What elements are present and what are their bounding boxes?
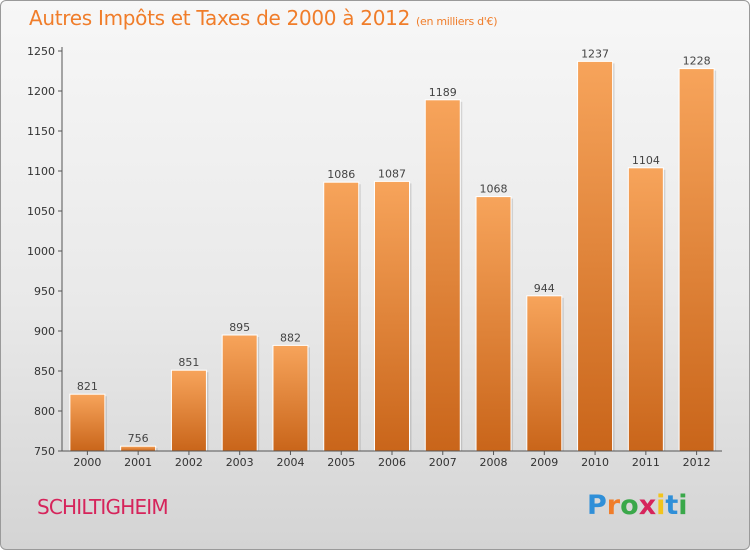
bar-2002	[170, 369, 207, 452]
data-label-2003: 895	[229, 321, 250, 334]
data-label-2001: 756	[128, 432, 149, 445]
y-tick-label-950: 950	[34, 285, 55, 298]
data-label-2007: 1189	[429, 86, 457, 99]
y-tick-label-900: 900	[34, 325, 55, 338]
y-tick-label-1150: 1150	[27, 125, 55, 138]
y-tick-label-1200: 1200	[27, 85, 55, 98]
y-tick-label-1100: 1100	[27, 165, 55, 178]
city-name: SCHILTIGHEIM	[37, 495, 169, 519]
bar-2005	[323, 181, 360, 452]
y-tick-label-1050: 1050	[27, 205, 55, 218]
x-tick-label-2003: 2003	[226, 456, 254, 469]
y-tick-label-800: 800	[34, 405, 55, 418]
bar-2011	[627, 167, 664, 452]
bar-2000	[69, 393, 106, 452]
data-label-2011: 1104	[632, 154, 660, 167]
x-tick-label-2010: 2010	[581, 456, 609, 469]
bar-2008	[475, 196, 512, 452]
bar-2001	[120, 445, 157, 452]
data-label-2004: 882	[280, 331, 301, 344]
bar-2009	[526, 295, 563, 452]
bar-2012	[678, 68, 715, 452]
x-tick-label-2001: 2001	[124, 456, 152, 469]
logo-letter: i	[656, 490, 666, 521]
x-tick-label-2006: 2006	[378, 456, 406, 469]
y-tick-label-1000: 1000	[27, 245, 55, 258]
logo-letter: o	[620, 490, 639, 521]
bar-2007	[424, 99, 461, 452]
logo-letter: x	[638, 490, 657, 521]
bar-2003	[221, 334, 258, 452]
data-label-2002: 851	[178, 356, 199, 369]
chart-title: Autres Impôts et Taxes de 2000 à 2012 (en…	[29, 6, 497, 30]
data-label-2000: 821	[77, 380, 98, 393]
y-tick-label-1250: 1250	[27, 45, 55, 58]
logo-letter: P	[587, 490, 607, 521]
logo-letter: r	[606, 490, 621, 521]
x-tick-label-2002: 2002	[175, 456, 203, 469]
data-label-2012: 1228	[683, 55, 711, 68]
bar-2010	[577, 60, 614, 452]
x-tick-label-2009: 2009	[530, 456, 558, 469]
logo-letter: i	[678, 490, 688, 521]
data-label-2010: 1237	[581, 47, 609, 60]
x-tick-label-2000: 2000	[73, 456, 101, 469]
x-tick-label-2005: 2005	[327, 456, 355, 469]
title-text: Autres Impôts et Taxes de 2000 à 2012	[29, 6, 410, 30]
logo-letter: t	[665, 490, 679, 521]
bar-2006	[374, 180, 410, 452]
data-label-2008: 1068	[480, 183, 508, 196]
x-tick-label-2012: 2012	[683, 456, 711, 469]
data-label-2005: 1086	[327, 168, 355, 181]
y-tick-label-850: 850	[34, 365, 55, 378]
bar-2004	[272, 344, 309, 452]
x-tick-label-2007: 2007	[429, 456, 457, 469]
data-label-2006: 1087	[378, 167, 406, 180]
proxiti-logo: Proxiti	[587, 490, 688, 521]
y-tick-label-750: 750	[34, 445, 55, 458]
x-tick-label-2008: 2008	[480, 456, 508, 469]
data-label-2009: 944	[534, 282, 555, 295]
unit-label: (en milliers d'€)	[416, 15, 498, 28]
x-tick-label-2004: 2004	[276, 456, 304, 469]
x-tick-label-2011: 2011	[632, 456, 660, 469]
